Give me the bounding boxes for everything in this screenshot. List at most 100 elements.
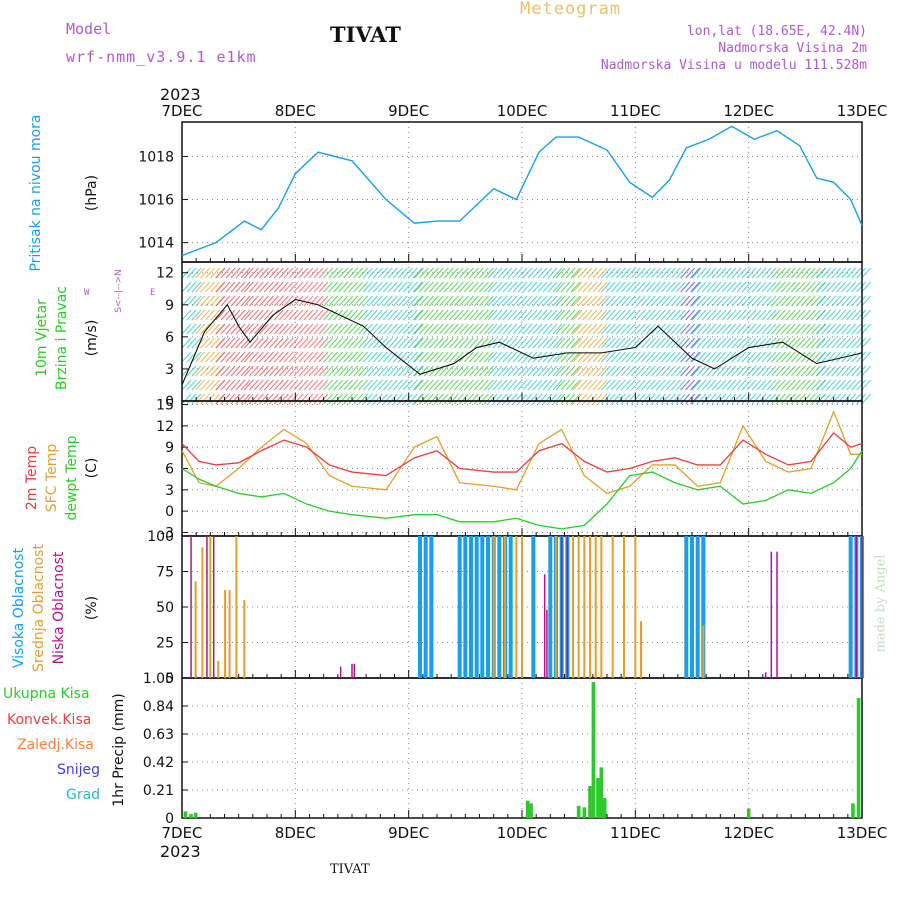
precip-bar bbox=[856, 698, 861, 818]
bottom-year-label: 2023 bbox=[160, 842, 201, 861]
cloud-low-bar bbox=[566, 536, 569, 678]
sfc-temp-line bbox=[181, 409, 862, 495]
cloud-low-bar bbox=[543, 574, 546, 678]
precip-bar bbox=[746, 808, 751, 818]
model-label: Model bbox=[66, 20, 112, 38]
temp-2m-line bbox=[181, 432, 863, 477]
precip-legend-convective: Konvek.Kisa bbox=[7, 712, 92, 728]
cloud-mid-bar bbox=[209, 536, 212, 678]
cloud-mid-bar bbox=[243, 599, 246, 678]
cloud-mid-bar bbox=[515, 536, 518, 678]
wind-speed-line bbox=[181, 298, 863, 386]
pressure-line bbox=[181, 125, 863, 257]
cloud-high-bar bbox=[469, 536, 473, 678]
x-axis-label-top: 11DEC bbox=[610, 102, 661, 120]
x-axis-label-top: 13DEC bbox=[837, 102, 888, 120]
dewpt-temp-line bbox=[181, 450, 863, 530]
precip-legend-freezing: Zaledj.Kisa bbox=[17, 737, 94, 753]
cloud-low-bar bbox=[855, 536, 858, 678]
y-tick-label: 0.21 bbox=[143, 783, 174, 799]
cloud-mid-bar bbox=[504, 536, 506, 678]
cloud-low-bar bbox=[546, 609, 548, 678]
cloud-high-bar bbox=[474, 536, 479, 678]
precip-bar bbox=[529, 803, 533, 818]
meteogram-title: Meteogram bbox=[520, 0, 622, 19]
y-tick-label: -3 bbox=[160, 525, 174, 541]
footer-city: TIVAT bbox=[330, 862, 370, 877]
precip-bar bbox=[851, 803, 855, 818]
cloud-mid-bar bbox=[594, 536, 597, 678]
y-tick-label: 50 bbox=[156, 600, 174, 616]
precip-bar bbox=[591, 682, 596, 818]
cloud-mid-bar bbox=[555, 536, 557, 678]
precip-bar bbox=[189, 814, 193, 818]
x-axis-label-bottom: 12DEC bbox=[723, 824, 774, 842]
y-tick-label: 75 bbox=[156, 565, 174, 581]
y-tick-label: 3 bbox=[165, 362, 174, 378]
cloud-low-bar bbox=[560, 536, 563, 678]
x-axis-label-bottom: 9DEC bbox=[388, 824, 429, 842]
cloud-low-bar bbox=[212, 536, 215, 678]
y-tick-label: 12 bbox=[156, 266, 174, 282]
compass-w-label: W bbox=[84, 288, 90, 298]
cloud-high-bar bbox=[423, 536, 428, 678]
x-axis-label-top: 8DEC bbox=[275, 102, 316, 120]
cloud-high-bar bbox=[463, 536, 468, 678]
y-tick-label: 12 bbox=[156, 419, 174, 435]
cloud-mid-bar bbox=[589, 536, 591, 678]
cloud-mid-bar bbox=[228, 589, 231, 678]
cloud-mid-bar bbox=[702, 625, 705, 678]
cloud-low-bar bbox=[776, 551, 778, 678]
cloud-low-bar bbox=[764, 672, 767, 678]
x-axis-label-bottom: 10DEC bbox=[497, 824, 548, 842]
cloud-high-bar bbox=[508, 536, 513, 678]
y-tick-label: 1.05 bbox=[143, 671, 174, 687]
cloud-mid-bar bbox=[577, 536, 580, 678]
cloud-high-bar bbox=[497, 536, 502, 678]
cloud-low-bar bbox=[351, 663, 353, 678]
y-tick-label: 100 bbox=[147, 529, 174, 545]
y-tick-label: 0 bbox=[165, 671, 174, 687]
cloud-mid-bar bbox=[572, 536, 574, 678]
cloud-mid-bar bbox=[583, 536, 586, 678]
cloud-mid-bar bbox=[611, 536, 614, 678]
y-tick-label: 1018 bbox=[138, 149, 174, 165]
cloud-mid-bar bbox=[201, 547, 204, 678]
x-axis-label-top: 12DEC bbox=[723, 102, 774, 120]
cloud-high-bar bbox=[457, 536, 462, 678]
cloud-mid-bar bbox=[623, 536, 625, 678]
precip-bar bbox=[193, 812, 198, 818]
cloud-high-bar bbox=[690, 536, 694, 678]
y-tick-label: 15 bbox=[156, 398, 174, 414]
x-axis-label-bottom: 13DEC bbox=[837, 824, 888, 842]
cloud-mid-bar bbox=[640, 621, 642, 678]
y-tick-label: 1016 bbox=[138, 193, 174, 209]
y-tick-label: 3 bbox=[165, 483, 174, 499]
x-axis-label-bottom: 7DEC bbox=[161, 824, 202, 842]
y-tick-label: 0 bbox=[165, 504, 174, 520]
y-tick-label: 25 bbox=[156, 636, 174, 652]
y-tick-label: 0.42 bbox=[143, 755, 174, 771]
cloud-high-bar bbox=[695, 536, 700, 678]
cloud-high-bar bbox=[701, 536, 706, 678]
cloud-mid-bar bbox=[194, 581, 197, 678]
cloud-low-bar bbox=[339, 666, 342, 678]
cloud-high-bar bbox=[684, 536, 689, 678]
cloud-low-bar bbox=[861, 536, 863, 678]
cloud-mid-bar bbox=[600, 536, 603, 678]
x-axis-label-top: 7DEC bbox=[161, 102, 202, 120]
precip-legend-snow: Snijeg bbox=[57, 762, 101, 778]
precip-bar bbox=[599, 767, 604, 818]
top-year-label: 2023 bbox=[160, 85, 201, 104]
cloud-high-bar bbox=[418, 536, 422, 678]
cloud-mid-bar bbox=[634, 536, 637, 678]
precip-bar bbox=[525, 800, 530, 818]
cloud-mid-bar bbox=[521, 536, 523, 678]
compass-e-label: E bbox=[150, 288, 156, 298]
y-tick-label: 0.63 bbox=[143, 727, 174, 743]
cloud-mid-bar bbox=[224, 589, 227, 678]
x-axis-label-top: 10DEC bbox=[497, 102, 548, 120]
x-axis-label-bottom: 11DEC bbox=[610, 824, 661, 842]
elevation-label: Nadmorska Visina 2m bbox=[718, 41, 867, 56]
